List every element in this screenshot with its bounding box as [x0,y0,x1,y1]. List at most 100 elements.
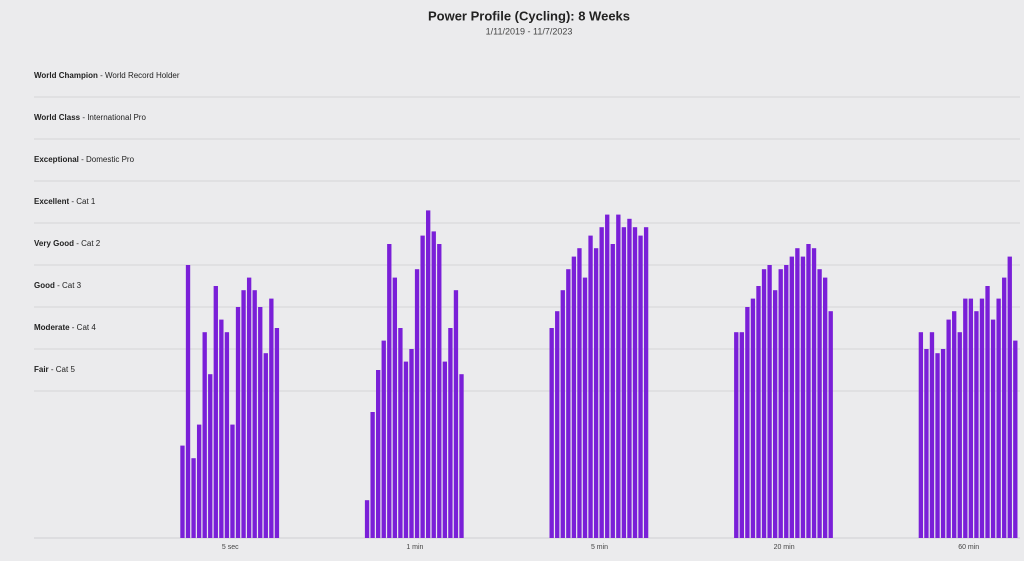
bar [191,458,196,538]
level-name: Very Good [34,239,74,248]
level-name: Excellent [34,197,69,206]
level-name: Fair [34,365,49,374]
level-description: Cat 5 [56,365,76,374]
level-separator: - [74,239,81,248]
bar [571,256,577,538]
x-tick-label: 5 min [591,544,608,551]
level-label: Fair - Cat 5 [34,365,75,374]
bar [767,265,772,538]
bar [963,298,968,538]
bar [224,332,230,538]
bar [795,248,800,538]
level-label: Moderate - Cat 4 [34,323,96,332]
bar [643,227,649,538]
x-tick-label: 60 min [958,544,979,551]
bar [431,231,436,538]
bar [632,227,638,538]
bar [979,298,985,538]
bar [252,290,257,538]
bar [196,424,202,538]
bar [246,277,252,538]
bar [381,340,386,538]
level-separator: - [49,365,56,374]
bar [996,298,1001,538]
bar [822,277,828,538]
level-description: Cat 3 [62,281,82,290]
level-name: Good [34,281,55,290]
bar [734,332,739,538]
bar [800,256,806,538]
level-separator: - [80,113,87,122]
bar [772,290,778,538]
bar [241,290,246,538]
bar [588,235,593,538]
bar [448,328,453,538]
bar [627,218,632,539]
level-description: World Record Holder [105,71,180,80]
bar [398,328,403,538]
bar [392,277,398,538]
bar [957,332,962,538]
level-name: Exceptional [34,155,79,164]
bar [566,269,571,538]
bar [990,319,996,538]
level-name: World Champion [34,71,98,80]
bar [180,445,185,538]
bar [185,265,191,538]
bar [784,265,789,538]
bar [924,349,929,538]
bar [789,256,794,538]
bar [263,353,268,538]
bar [560,290,565,538]
bar [952,311,957,538]
x-tick-label: 20 min [774,544,795,551]
bar [403,361,409,538]
level-separator: - [79,155,86,164]
bar [387,244,392,538]
level-label: World Class - International Pro [34,113,146,122]
bar [985,286,990,538]
level-separator: - [70,323,77,332]
bar [459,374,464,538]
bar [582,277,588,538]
bar [739,332,744,538]
bar [230,424,235,538]
bar [828,311,833,538]
bar [929,332,935,538]
bar [409,349,414,538]
level-description: International Pro [87,113,146,122]
bar [940,349,946,538]
bar [414,269,420,538]
bar [376,370,381,538]
bar [599,227,604,538]
bar [778,269,783,538]
bar [750,298,756,538]
level-separator: - [69,197,76,206]
x-tick-label: 5 sec [222,544,239,551]
bar [918,332,924,538]
bar [577,248,582,538]
level-name: World Class [34,113,81,122]
bar [817,269,822,538]
level-label: Very Good - Cat 2 [34,239,101,248]
bar [1013,340,1018,538]
bar [946,319,951,538]
level-description: Cat 1 [76,197,96,206]
bar [235,307,241,538]
bar [638,235,643,538]
level-separator: - [98,71,105,80]
bar [442,361,448,538]
bar [437,244,442,538]
chart-subtitle: 1/11/2019 - 11/7/2023 [486,26,573,36]
bar [974,311,979,538]
bar [426,210,431,538]
bar [420,235,425,538]
bar [605,214,610,538]
bar [806,244,811,538]
bar [219,319,224,538]
chart-title: Power Profile (Cycling): 8 Weeks [428,8,630,23]
level-description: Cat 4 [77,323,97,332]
bar [213,286,218,538]
bar [745,307,750,538]
